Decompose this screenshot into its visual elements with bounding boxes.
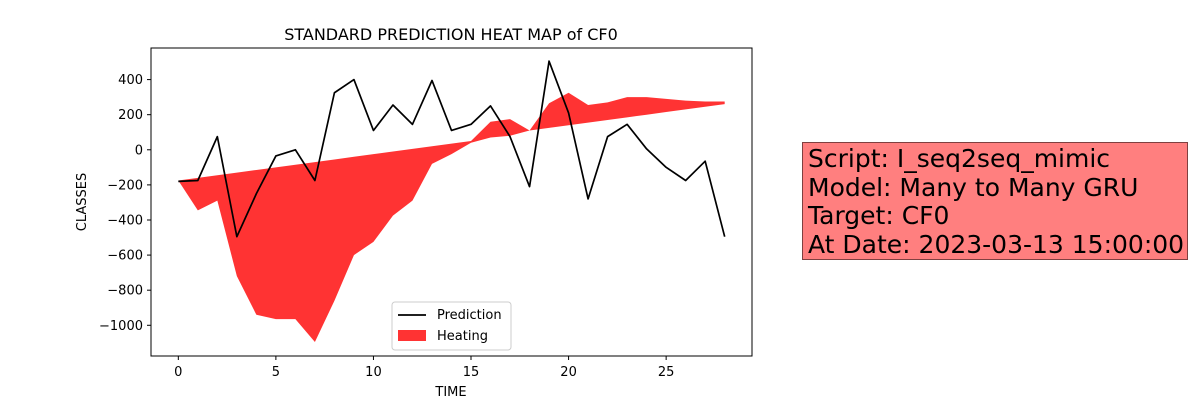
y-tick-label: 200 xyxy=(118,108,143,123)
chart-title: STANDARD PREDICTION HEAT MAP of CF0 xyxy=(284,25,618,44)
info-model-line: Model: Many to Many GRU xyxy=(808,172,1139,202)
info-target-line: Target: CF0 xyxy=(808,201,950,230)
axes-frame xyxy=(150,47,753,357)
x-tick-label: 15 xyxy=(463,365,480,380)
x-tick-label: 25 xyxy=(658,365,675,380)
y-tick-label: −1000 xyxy=(99,319,143,334)
y-tick-label: −800 xyxy=(107,284,143,299)
info-date-line: At Date: 2023-03-13 15:00:00 xyxy=(808,229,1185,259)
prediction-line xyxy=(178,60,726,238)
y-tick-label: −600 xyxy=(107,249,143,264)
y-tick-label: −200 xyxy=(107,178,143,193)
info-box: Script: I_seq2seq_mimic Model: Many to M… xyxy=(802,142,1188,260)
y-tick-label: −400 xyxy=(107,213,143,228)
legend-heating-label: Heating xyxy=(437,329,488,344)
heating-area xyxy=(178,92,725,342)
legend-heating-swatch xyxy=(398,330,426,341)
legend: Prediction Heating xyxy=(391,301,512,351)
x-axis-label: TIME xyxy=(434,385,466,400)
x-tick-label: 10 xyxy=(365,365,382,380)
legend-prediction-label: Prediction xyxy=(437,308,502,323)
plot-area xyxy=(178,60,726,342)
x-tick-label: 0 xyxy=(174,365,182,380)
x-tick-label: 5 xyxy=(272,365,280,380)
info-script-line: Script: I_seq2seq_mimic xyxy=(808,144,1111,173)
y-tick-label: 400 xyxy=(118,73,143,88)
y-axis: −1000 −800 −600 −400 −200 0 200 400 xyxy=(99,73,151,334)
x-tick-label: 20 xyxy=(560,365,577,380)
x-axis: 0 5 10 15 20 25 xyxy=(174,356,674,380)
y-axis-label: CLASSES xyxy=(75,173,90,231)
y-tick-label: 0 xyxy=(135,143,143,158)
